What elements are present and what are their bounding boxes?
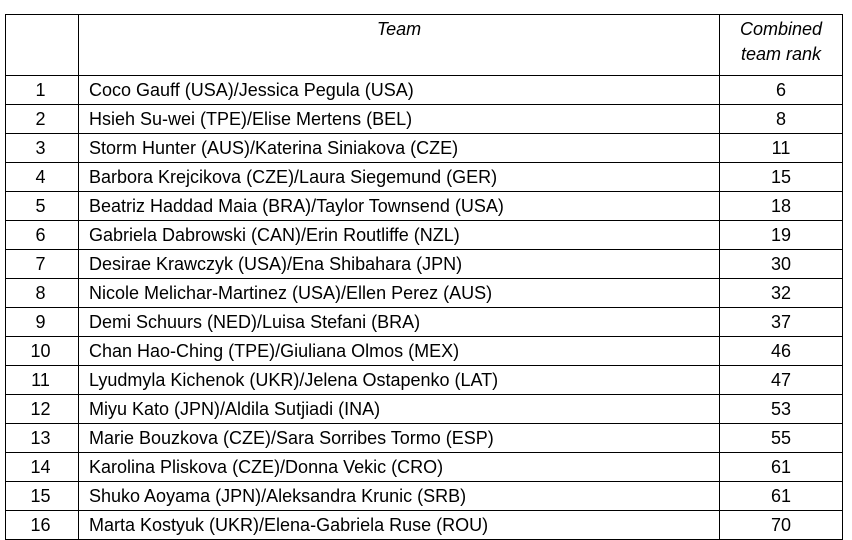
header-rank [5, 14, 79, 76]
combined-rank-cell: 30 [719, 249, 843, 279]
team-name-cell: Hsieh Su-wei (TPE)/Elise Mertens (BEL) [78, 104, 720, 134]
seed-rank-cell: 4 [5, 162, 79, 192]
team-name-cell: Chan Hao-Ching (TPE)/Giuliana Olmos (MEX… [78, 336, 720, 366]
table-row: 3 Storm Hunter (AUS)/Katerina Siniakova (… [5, 133, 843, 163]
seed-rank-cell: 1 [5, 75, 79, 105]
header-combined-team-rank: Combined team rank [719, 14, 843, 76]
seed-rank-cell: 13 [5, 423, 79, 453]
doubles-teams-table-container: Team Combined team rank 1 Coco Gauff (USA… [5, 14, 843, 540]
combined-rank-cell: 6 [719, 75, 843, 105]
table-row: 10 Chan Hao-Ching (TPE)/Giuliana Olmos (M… [5, 336, 843, 366]
header-team: Team [78, 14, 720, 76]
seed-rank-cell: 10 [5, 336, 79, 366]
table-row: 5 Beatriz Haddad Maia (BRA)/Taylor Townse… [5, 191, 843, 221]
table-row: 12 Miyu Kato (JPN)/Aldila Sutjiadi (INA) 5… [5, 394, 843, 424]
team-name-cell: Desirae Krawczyk (USA)/Ena Shibahara (JP… [78, 249, 720, 279]
team-name-cell: Marie Bouzkova (CZE)/Sara Sorribes Tormo… [78, 423, 720, 453]
seed-rank-cell: 6 [5, 220, 79, 250]
header-row: Team Combined team rank [5, 14, 843, 76]
seed-rank-cell: 12 [5, 394, 79, 424]
table-body: 1 Coco Gauff (USA)/Jessica Pegula (USA) 6 2… [5, 75, 843, 540]
combined-rank-cell: 46 [719, 336, 843, 366]
table-row: 4 Barbora Krejcikova (CZE)/Laura Siegemun… [5, 162, 843, 192]
table-row: 2 Hsieh Su-wei (TPE)/Elise Mertens (BEL) 8 [5, 104, 843, 134]
combined-rank-cell: 47 [719, 365, 843, 395]
team-name-cell: Karolina Pliskova (CZE)/Donna Vekic (CRO… [78, 452, 720, 482]
combined-rank-cell: 55 [719, 423, 843, 453]
combined-rank-cell: 18 [719, 191, 843, 221]
seed-rank-cell: 16 [5, 510, 79, 540]
table-row: 6 Gabriela Dabrowski (CAN)/Erin Routliffe… [5, 220, 843, 250]
team-name-cell: Barbora Krejcikova (CZE)/Laura Siegemund… [78, 162, 720, 192]
combined-rank-cell: 61 [719, 452, 843, 482]
seed-rank-cell: 2 [5, 104, 79, 134]
combined-rank-cell: 53 [719, 394, 843, 424]
combined-rank-cell: 61 [719, 481, 843, 511]
team-name-cell: Beatriz Haddad Maia (BRA)/Taylor Townsen… [78, 191, 720, 221]
table-row: 11 Lyudmyla Kichenok (UKR)/Jelena Ostapen… [5, 365, 843, 395]
table-row: 16 Marta Kostyuk (UKR)/Elena-Gabriela Rus… [5, 510, 843, 540]
table-row: 8 Nicole Melichar-Martinez (USA)/Ellen Pe… [5, 278, 843, 308]
seed-rank-cell: 8 [5, 278, 79, 308]
table-row: 7 Desirae Krawczyk (USA)/Ena Shibahara (J… [5, 249, 843, 279]
seed-rank-cell: 7 [5, 249, 79, 279]
table-row: 14 Karolina Pliskova (CZE)/Donna Vekic (C… [5, 452, 843, 482]
table-row: 15 Shuko Aoyama (JPN)/Aleksandra Krunic (… [5, 481, 843, 511]
seed-rank-cell: 14 [5, 452, 79, 482]
team-name-cell: Shuko Aoyama (JPN)/Aleksandra Krunic (SR… [78, 481, 720, 511]
seed-rank-cell: 15 [5, 481, 79, 511]
team-name-cell: Storm Hunter (AUS)/Katerina Siniakova (C… [78, 133, 720, 163]
team-name-cell: Lyudmyla Kichenok (UKR)/Jelena Ostapenko… [78, 365, 720, 395]
team-name-cell: Marta Kostyuk (UKR)/Elena-Gabriela Ruse … [78, 510, 720, 540]
table-header: Team Combined team rank [5, 14, 843, 76]
team-name-cell: Gabriela Dabrowski (CAN)/Erin Routliffe … [78, 220, 720, 250]
header-combined-line2: team rank [740, 44, 822, 64]
team-name-cell: Miyu Kato (JPN)/Aldila Sutjiadi (INA) [78, 394, 720, 424]
seed-rank-cell: 11 [5, 365, 79, 395]
combined-rank-cell: 37 [719, 307, 843, 337]
table-row: 13 Marie Bouzkova (CZE)/Sara Sorribes Tor… [5, 423, 843, 453]
doubles-teams-table: Team Combined team rank 1 Coco Gauff (USA… [5, 14, 843, 540]
team-name-cell: Demi Schuurs (NED)/Luisa Stefani (BRA) [78, 307, 720, 337]
combined-rank-cell: 32 [719, 278, 843, 308]
combined-rank-cell: 8 [719, 104, 843, 134]
combined-rank-cell: 70 [719, 510, 843, 540]
table-row: 1 Coco Gauff (USA)/Jessica Pegula (USA) 6 [5, 75, 843, 105]
table-row: 9 Demi Schuurs (NED)/Luisa Stefani (BRA) 3… [5, 307, 843, 337]
combined-rank-cell: 19 [719, 220, 843, 250]
header-combined-line1: Combined [739, 19, 823, 39]
combined-rank-cell: 15 [719, 162, 843, 192]
seed-rank-cell: 5 [5, 191, 79, 221]
combined-rank-cell: 11 [719, 133, 843, 163]
team-name-cell: Nicole Melichar-Martinez (USA)/Ellen Per… [78, 278, 720, 308]
team-name-cell: Coco Gauff (USA)/Jessica Pegula (USA) [78, 75, 720, 105]
seed-rank-cell: 9 [5, 307, 79, 337]
seed-rank-cell: 3 [5, 133, 79, 163]
